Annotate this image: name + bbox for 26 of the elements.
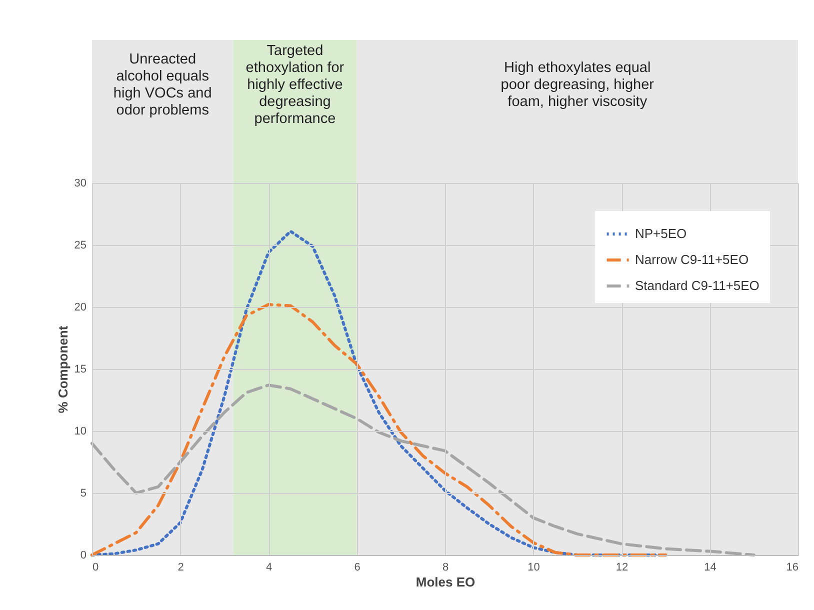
x-tick-label: 14 bbox=[704, 562, 716, 574]
x-tick-label: 0 bbox=[92, 562, 99, 574]
y-tick-label: 15 bbox=[74, 364, 86, 376]
y-tick-label: 0 bbox=[80, 550, 86, 562]
band-label: High ethoxylates equal poor degreasing, higher foam, higher viscosity bbox=[500, 60, 654, 110]
legend-label: Standard C9-11+5EO bbox=[635, 278, 760, 293]
x-tick-label: 16 bbox=[786, 562, 798, 574]
x-tick-label: 2 bbox=[178, 562, 184, 574]
x-tick-label: 10 bbox=[528, 562, 540, 574]
x-axis-title: Moles EO bbox=[416, 574, 476, 590]
y-tick-label: 10 bbox=[74, 426, 86, 438]
x-tick-label: 4 bbox=[266, 562, 272, 574]
legend-label: Narrow C9-11+5EO bbox=[635, 252, 749, 267]
x-tick-label: 8 bbox=[442, 562, 449, 574]
y-tick-label: 30 bbox=[74, 178, 86, 190]
x-tick-label: 12 bbox=[616, 562, 628, 574]
line-series bbox=[90, 303, 668, 556]
x-tick-label: 6 bbox=[354, 562, 360, 574]
line-series bbox=[90, 384, 756, 556]
legend-label: NP+5EO bbox=[635, 226, 687, 241]
band-label: Targeted ethoxylation for highly effective degreasing performance bbox=[246, 43, 344, 127]
y-tick-label: 20 bbox=[74, 302, 86, 314]
y-axis-title: % Component bbox=[55, 325, 70, 414]
y-tick-label: 25 bbox=[74, 240, 86, 252]
y-tick-label: 5 bbox=[80, 488, 86, 500]
band-label: Unreacted alcohol equals high VOCs and odor problems bbox=[113, 52, 212, 118]
